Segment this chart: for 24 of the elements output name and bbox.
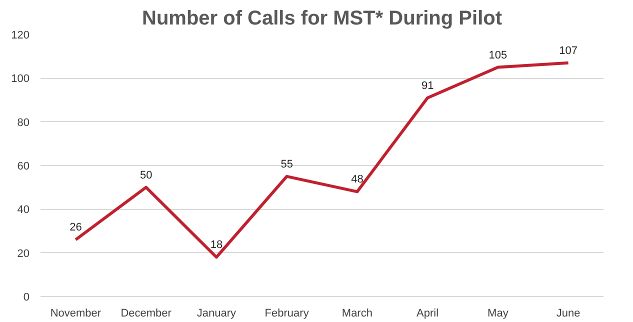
data-label: 105	[488, 49, 508, 62]
data-label: 91	[421, 80, 434, 92]
chart-title: Number of Calls for MST* During Pilot	[142, 8, 502, 30]
x-tick-label: December	[120, 308, 172, 320]
data-label: 50	[140, 169, 152, 182]
data-label: 26	[70, 222, 82, 234]
x-tick-label: February	[264, 308, 310, 320]
x-tick-label: November	[50, 308, 102, 320]
y-tick-label: 40	[17, 204, 30, 216]
y-tick-label: 20	[17, 248, 30, 260]
y-tick-label: 120	[11, 30, 30, 42]
data-label: 48	[351, 174, 364, 186]
data-label: 18	[210, 239, 223, 252]
y-tick-label: 80	[17, 116, 30, 129]
data-label: 107	[559, 44, 578, 57]
y-tick-label: 0	[23, 292, 30, 304]
x-tick-label: January	[196, 308, 237, 320]
x-tick-label: May	[488, 308, 509, 320]
x-tick-label: March	[342, 308, 372, 320]
x-tick-label: June	[556, 308, 580, 320]
x-tick-label: April	[416, 308, 439, 320]
data-label: 55	[280, 158, 293, 170]
y-tick-label: 100	[11, 73, 30, 86]
y-tick-label: 60	[17, 160, 30, 172]
